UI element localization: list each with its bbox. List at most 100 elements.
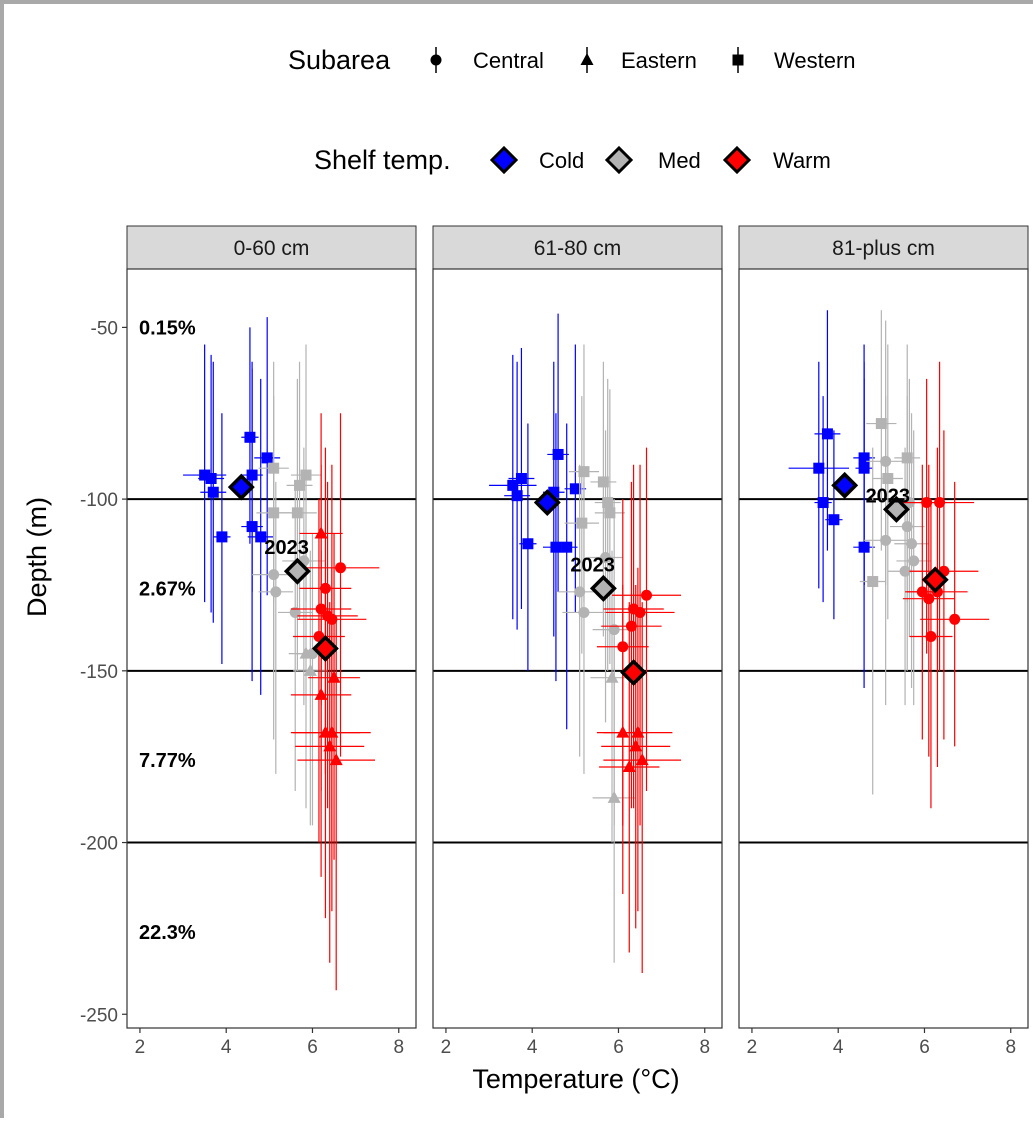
x-axis-label: Temperature (°C) <box>472 1064 679 1094</box>
point-square <box>207 486 219 498</box>
point-triangle <box>629 739 643 752</box>
data-point <box>213 413 231 664</box>
point-square <box>511 490 523 502</box>
data-point <box>900 378 953 654</box>
data-point <box>596 584 649 895</box>
y-tick-label: -50 <box>91 318 118 339</box>
point-triangle <box>329 753 343 766</box>
point-square <box>291 507 303 519</box>
data-point <box>290 584 360 919</box>
data-point <box>308 533 360 860</box>
layer-percent-label: 7.77% <box>139 750 196 772</box>
mean-diamond-warm <box>311 635 339 662</box>
legend-shelf-title: Shelf temp. <box>314 145 451 175</box>
point-square <box>561 541 573 553</box>
x-tick-label: 2 <box>135 1037 146 1058</box>
point-square <box>576 517 588 529</box>
point-square <box>597 476 609 488</box>
mean-diamond-cold <box>533 489 561 517</box>
year-label: 2023 <box>866 486 911 508</box>
point-square <box>205 472 217 484</box>
panel-strip <box>126 225 417 270</box>
point-circle <box>906 538 918 550</box>
point-square <box>548 486 560 498</box>
data-point <box>603 602 682 974</box>
point-triangle <box>622 759 636 772</box>
data-point <box>588 430 623 723</box>
point-square <box>858 541 870 553</box>
x-tick-label: 8 <box>1005 1037 1016 1058</box>
x-tick-label: 6 <box>919 1037 930 1058</box>
legend-subarea-title: Subarea <box>288 45 391 75</box>
point-square <box>261 452 273 464</box>
x-tick-label: 8 <box>699 1037 710 1058</box>
point-circle <box>908 555 920 567</box>
point-circle <box>268 569 280 581</box>
point-square <box>300 469 312 481</box>
data-point <box>896 430 931 706</box>
y-tick-label: -100 <box>80 490 118 511</box>
point-circle <box>578 606 590 618</box>
data-point <box>887 447 923 706</box>
mean-diamond-med <box>283 557 311 585</box>
data-point <box>594 389 625 664</box>
data-point <box>504 361 531 630</box>
x-tick-label: 6 <box>307 1037 318 1058</box>
data-point <box>301 413 380 757</box>
point-triangle <box>323 739 337 752</box>
data-point <box>599 602 660 953</box>
data-point <box>866 310 897 551</box>
panel-2: 61-80 cm 2023 2 4 6 8 <box>432 225 723 1058</box>
panel-strip <box>432 225 723 270</box>
data-point <box>872 344 903 620</box>
data-point <box>594 378 621 671</box>
data-point <box>825 430 843 620</box>
point-triangle <box>299 646 313 659</box>
panel-border <box>126 268 417 1029</box>
point-square <box>569 483 581 495</box>
point-circle <box>934 497 946 509</box>
panel-strip-label: 81-plus cm <box>832 237 935 260</box>
panel-border <box>432 268 723 1029</box>
legend-key-circle <box>430 54 442 66</box>
point-square <box>552 448 564 460</box>
point-square <box>813 462 825 474</box>
data-point <box>788 361 849 589</box>
legend-key-diamond-med <box>604 145 634 175</box>
data-point <box>909 430 979 740</box>
data-point <box>489 354 537 620</box>
point-square <box>828 514 840 526</box>
panel-strip <box>738 225 1029 270</box>
point-triangle <box>616 725 630 738</box>
point-circle <box>289 606 301 618</box>
point-triangle <box>605 670 619 683</box>
legend-shelf-label-cold: Cold <box>539 148 584 173</box>
data-point <box>258 481 294 774</box>
point-circle <box>923 593 935 605</box>
legend-shelf-label-med: Med <box>658 148 701 173</box>
point-square <box>817 497 829 509</box>
mean-diamond-cold <box>227 473 255 501</box>
data-point <box>562 481 606 774</box>
data-point <box>909 499 953 809</box>
point-square <box>821 428 833 440</box>
point-square <box>515 472 527 484</box>
mean-diamond-warm <box>620 659 648 687</box>
legend-shelf-label-warm: Warm <box>773 148 831 173</box>
x-tick-label: 2 <box>441 1037 452 1058</box>
panel-border <box>738 268 1029 1029</box>
data-point <box>290 550 352 877</box>
data-point <box>295 602 365 963</box>
point-circle <box>949 613 961 625</box>
y-axis-label: Depth (m) <box>22 497 52 617</box>
data-point <box>592 636 636 963</box>
point-square <box>199 469 211 481</box>
point-square <box>294 479 306 491</box>
data-point <box>612 447 682 792</box>
point-square <box>255 531 267 543</box>
data-point <box>814 310 841 551</box>
point-square <box>602 497 614 509</box>
data-point <box>277 378 317 671</box>
point-circle <box>270 586 282 598</box>
